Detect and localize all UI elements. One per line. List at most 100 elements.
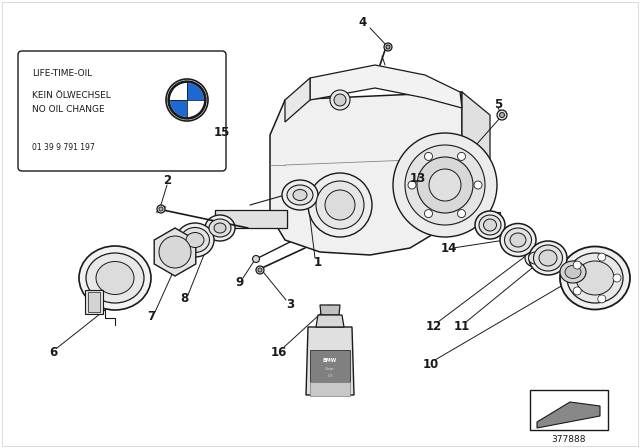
Circle shape bbox=[408, 181, 416, 189]
Ellipse shape bbox=[510, 233, 526, 247]
Polygon shape bbox=[306, 327, 354, 395]
Ellipse shape bbox=[209, 219, 231, 237]
Polygon shape bbox=[462, 92, 490, 220]
Ellipse shape bbox=[287, 185, 313, 205]
Ellipse shape bbox=[525, 249, 545, 267]
Circle shape bbox=[424, 210, 433, 218]
Ellipse shape bbox=[205, 215, 235, 241]
Text: 01 39 9 791 197: 01 39 9 791 197 bbox=[32, 142, 95, 151]
Text: 14: 14 bbox=[441, 241, 457, 254]
Ellipse shape bbox=[479, 215, 501, 235]
Wedge shape bbox=[170, 83, 187, 100]
Ellipse shape bbox=[79, 246, 151, 310]
Text: 12: 12 bbox=[426, 319, 442, 332]
Circle shape bbox=[497, 110, 507, 120]
FancyBboxPatch shape bbox=[18, 51, 226, 171]
Text: Gear: Gear bbox=[325, 367, 335, 371]
Circle shape bbox=[405, 145, 485, 225]
Text: NO OIL CHANGE: NO OIL CHANGE bbox=[32, 104, 104, 113]
Text: BMW: BMW bbox=[323, 358, 337, 363]
Text: 1: 1 bbox=[314, 255, 322, 268]
Circle shape bbox=[169, 82, 205, 118]
Circle shape bbox=[458, 210, 465, 218]
Circle shape bbox=[458, 152, 465, 160]
Circle shape bbox=[386, 45, 390, 49]
Circle shape bbox=[258, 268, 262, 272]
Ellipse shape bbox=[567, 253, 623, 303]
Text: 5: 5 bbox=[494, 98, 502, 111]
Text: 9: 9 bbox=[235, 276, 243, 289]
Circle shape bbox=[316, 181, 364, 229]
Bar bbox=[215, 210, 287, 228]
Circle shape bbox=[384, 43, 392, 51]
Circle shape bbox=[325, 190, 355, 220]
Text: 15: 15 bbox=[214, 125, 230, 138]
Ellipse shape bbox=[483, 219, 497, 231]
Text: KEIN ÖLWECHSEL: KEIN ÖLWECHSEL bbox=[32, 90, 111, 99]
Text: 11: 11 bbox=[454, 319, 470, 332]
Text: 2: 2 bbox=[163, 175, 171, 188]
Polygon shape bbox=[310, 65, 462, 108]
Circle shape bbox=[573, 287, 581, 295]
Circle shape bbox=[393, 133, 497, 237]
Wedge shape bbox=[187, 83, 204, 100]
Bar bbox=[85, 290, 103, 314]
Polygon shape bbox=[537, 402, 600, 428]
Ellipse shape bbox=[560, 246, 630, 310]
Circle shape bbox=[573, 261, 581, 269]
Ellipse shape bbox=[500, 224, 536, 257]
Circle shape bbox=[253, 255, 259, 263]
Text: 7: 7 bbox=[147, 310, 155, 323]
Ellipse shape bbox=[96, 262, 134, 294]
Ellipse shape bbox=[560, 261, 586, 283]
Circle shape bbox=[159, 236, 191, 268]
Ellipse shape bbox=[475, 211, 505, 239]
Ellipse shape bbox=[504, 228, 531, 252]
Text: 3: 3 bbox=[286, 297, 294, 310]
Wedge shape bbox=[170, 100, 187, 117]
Ellipse shape bbox=[293, 190, 307, 201]
Text: LIFE-TIME-OIL: LIFE-TIME-OIL bbox=[32, 69, 92, 78]
Circle shape bbox=[256, 266, 264, 274]
Polygon shape bbox=[320, 305, 340, 315]
Bar bbox=[310, 382, 350, 396]
Ellipse shape bbox=[539, 250, 557, 266]
Circle shape bbox=[168, 81, 206, 119]
Text: Oil: Oil bbox=[327, 374, 333, 378]
Text: 8: 8 bbox=[180, 293, 188, 306]
Ellipse shape bbox=[176, 223, 214, 257]
Ellipse shape bbox=[186, 233, 204, 247]
Text: 377888: 377888 bbox=[552, 435, 586, 444]
Text: 13: 13 bbox=[410, 172, 426, 185]
Ellipse shape bbox=[282, 180, 318, 210]
Ellipse shape bbox=[576, 261, 614, 295]
Bar bbox=[530, 390, 608, 430]
Ellipse shape bbox=[529, 252, 541, 264]
Circle shape bbox=[598, 253, 606, 261]
Ellipse shape bbox=[565, 266, 581, 279]
Circle shape bbox=[429, 169, 461, 201]
Polygon shape bbox=[154, 228, 196, 276]
Text: 6: 6 bbox=[49, 345, 57, 358]
Circle shape bbox=[474, 181, 482, 189]
Circle shape bbox=[330, 90, 350, 110]
Polygon shape bbox=[270, 92, 462, 255]
Circle shape bbox=[499, 112, 504, 117]
Ellipse shape bbox=[180, 228, 209, 253]
Circle shape bbox=[417, 157, 473, 213]
Ellipse shape bbox=[529, 241, 567, 275]
Text: 10: 10 bbox=[423, 358, 439, 370]
Circle shape bbox=[598, 295, 606, 303]
Ellipse shape bbox=[214, 223, 226, 233]
Circle shape bbox=[157, 205, 165, 213]
Wedge shape bbox=[187, 100, 204, 117]
Ellipse shape bbox=[86, 253, 144, 303]
Circle shape bbox=[334, 94, 346, 106]
Bar bbox=[88, 292, 100, 312]
Circle shape bbox=[613, 274, 621, 282]
Bar bbox=[310, 350, 350, 382]
Circle shape bbox=[424, 152, 433, 160]
Circle shape bbox=[308, 173, 372, 237]
Text: 16: 16 bbox=[271, 345, 287, 358]
Text: 4: 4 bbox=[359, 17, 367, 30]
